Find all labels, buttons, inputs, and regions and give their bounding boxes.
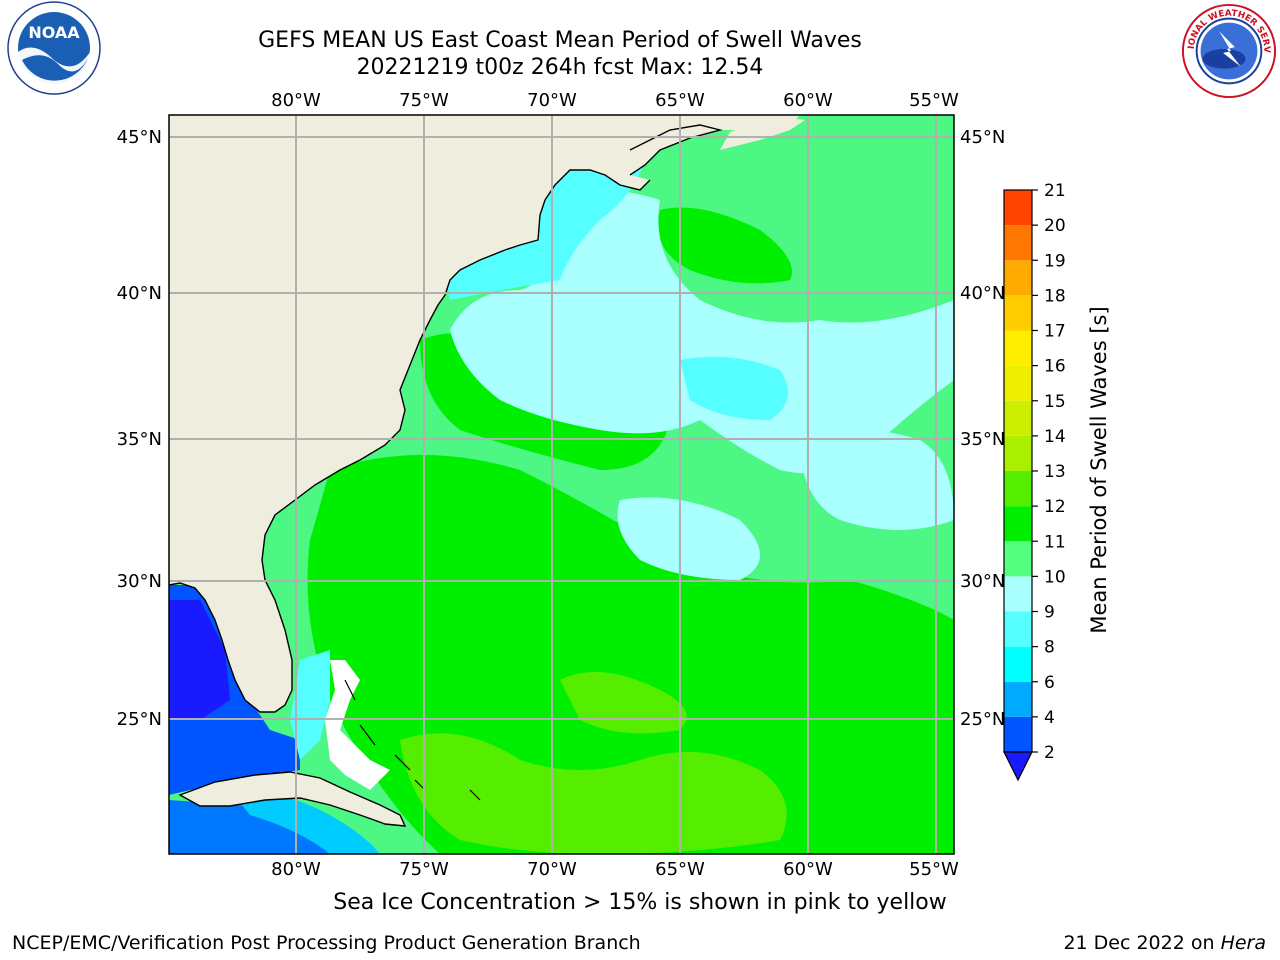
- lat-label-right: 30°N: [960, 571, 1005, 592]
- colorbar-segment: [1004, 190, 1032, 226]
- colorbar-tick-label: 15: [1044, 392, 1066, 412]
- lat-label-left: 25°N: [117, 709, 162, 730]
- bahamas-coastline: [344, 679, 481, 801]
- lon-label-top: 70°W: [527, 90, 577, 111]
- lat-label-left: 40°N: [117, 283, 162, 304]
- colorbar-segment: [1004, 576, 1032, 612]
- swell-11-12s-region: [400, 733, 787, 854]
- colorbar-tick-label: 13: [1044, 462, 1066, 482]
- colorbar-segment: [1004, 681, 1032, 717]
- lon-label-bottom: 80°W: [271, 859, 321, 880]
- caribbean-swell-4-6s: [230, 790, 380, 854]
- render-date-text: 21 Dec 2022 on: [1063, 932, 1221, 954]
- nws-logo: NATIONAL WEATHER SERVICE: [1180, 2, 1277, 99]
- lat-label-left: 35°N: [117, 429, 162, 450]
- noaa-logo-text: NOAA: [28, 23, 80, 42]
- swell-10-11s-patch-ne: [658, 207, 792, 284]
- lon-label-top: 75°W: [399, 90, 449, 111]
- map-area: [169, 115, 954, 854]
- colorbar-segment: [1004, 365, 1032, 401]
- lon-label-bottom: 60°W: [783, 859, 833, 880]
- sea-ice-note: Sea Ice Concentration > 15% is shown in …: [333, 890, 947, 915]
- colorbar-segment: [1004, 646, 1032, 682]
- bahamas-swell-6-8s: [290, 650, 330, 760]
- colorbar-tick-label: 21: [1044, 181, 1066, 201]
- colorbar-tick-label: 12: [1044, 497, 1066, 517]
- colorbar-tick-label: 9: [1044, 603, 1055, 623]
- swell-8-9s-region: [450, 190, 954, 474]
- swell-6-8s-patch: [680, 356, 788, 420]
- colorbar-segment: [1004, 435, 1032, 471]
- lon-label-bottom: 70°W: [527, 859, 577, 880]
- gulf-swell-dark: [169, 600, 230, 720]
- colorbar-tick-label: 14: [1044, 427, 1066, 447]
- north-america-land: [169, 115, 800, 712]
- bahamas-shelf-white: [325, 660, 390, 790]
- colorbar-segment: [1004, 260, 1032, 296]
- colorbar: 2 4 6 8 9 10 11 12 13 14 15 16 17 18 19 20 21: [1003, 181, 1066, 782]
- render-date: 21 Dec 2022 on Hera: [1063, 932, 1266, 954]
- coastline: [169, 169, 651, 713]
- lon-label-bottom: 75°W: [399, 859, 449, 880]
- colorbar-tick-label: 18: [1044, 286, 1066, 306]
- colorbar-tick-label: 4: [1044, 708, 1055, 728]
- colorbar-segment: [1004, 716, 1032, 752]
- swell-8-9s-patch-east: [800, 430, 954, 530]
- lon-label-top: 55°W: [909, 90, 959, 111]
- lat-label-left: 45°N: [117, 127, 162, 148]
- nova-scotia-land: [720, 118, 805, 150]
- colorbar-tick-label: 11: [1044, 532, 1066, 552]
- lon-label-top: 80°W: [271, 90, 321, 111]
- colorbar-tick-label: 10: [1044, 567, 1066, 587]
- render-host: Hera: [1220, 932, 1266, 954]
- lat-label-left: 30°N: [117, 571, 162, 592]
- colorbar-segment: [1004, 330, 1032, 366]
- producer-credit: NCEP/EMC/Verification Post Processing Pr…: [12, 932, 641, 954]
- colorbar-tick-label: 19: [1044, 251, 1066, 271]
- colorbar-tick-label: 8: [1044, 638, 1055, 658]
- colorbar-tick-label: 2: [1044, 743, 1055, 763]
- map-subtitle: 20221219 t00z 264h fcst Max: 12.54: [356, 55, 764, 80]
- lat-label-right: 40°N: [960, 283, 1005, 304]
- colorbar-segment: [1004, 541, 1032, 577]
- colorbar-segment: [1004, 400, 1032, 436]
- swell-8-9s-patch-mid: [617, 497, 760, 580]
- colorbar-label: Mean Period of Swell Waves [s]: [1087, 306, 1111, 633]
- map-title: GEFS MEAN US East Coast Mean Period of S…: [258, 28, 862, 53]
- noaa-logo: NOAA: [7, 1, 101, 95]
- swell-6-8s-coastal: [448, 141, 650, 300]
- lat-label-right: 35°N: [960, 429, 1005, 450]
- colorbar-tick-label: 16: [1044, 357, 1066, 377]
- colorbar-tick-label: 17: [1044, 322, 1066, 342]
- colorbar-segment: [1004, 611, 1032, 647]
- colorbar-segment: [1004, 225, 1032, 261]
- lat-label-right: 45°N: [960, 127, 1005, 148]
- lat-label-right: 25°N: [960, 709, 1005, 730]
- cuba-coastline: [178, 771, 407, 827]
- lon-label-top: 60°W: [783, 90, 833, 111]
- lon-label-bottom: 55°W: [909, 859, 959, 880]
- colorbar-segment: [1004, 471, 1032, 507]
- colorbar-tick-label: 6: [1044, 673, 1055, 693]
- colorbar-extend-arrow: [1003, 751, 1033, 782]
- colorbar-tick-label: 20: [1044, 216, 1066, 236]
- map-frame: [168, 114, 955, 855]
- lon-label-top: 65°W: [655, 90, 705, 111]
- graticule: [169, 115, 954, 854]
- cuba-land: [180, 772, 405, 826]
- colorbar-segment: [1004, 506, 1032, 542]
- lon-label-bottom: 65°W: [655, 859, 705, 880]
- colorbar-segment: [1004, 295, 1032, 331]
